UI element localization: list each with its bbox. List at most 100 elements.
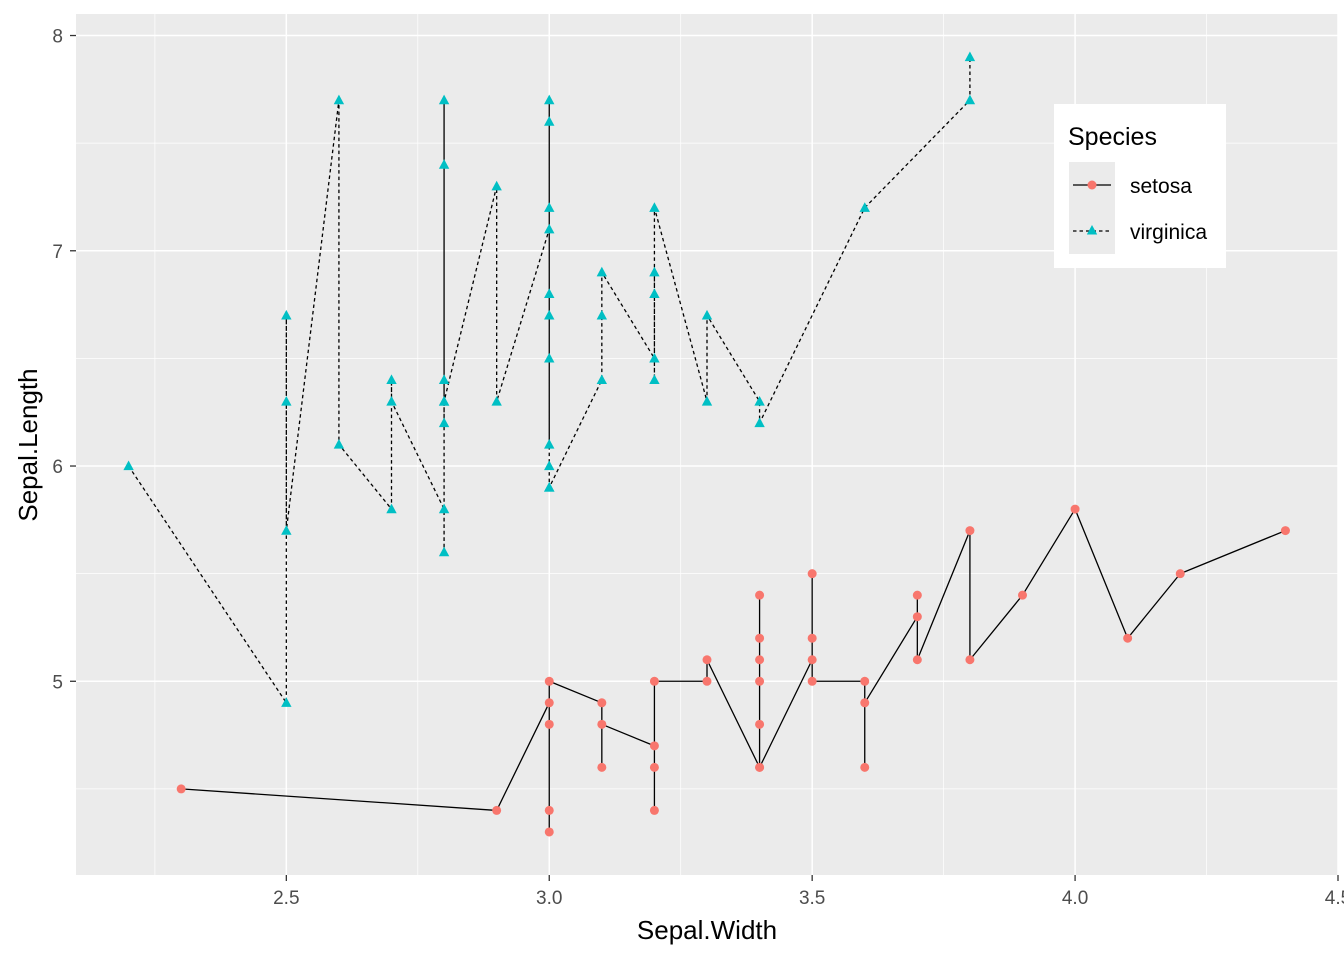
x-tick-label: 3.5 <box>799 888 825 909</box>
point-virginica <box>333 94 345 105</box>
point-setosa <box>176 784 186 794</box>
legend-marker-virginica <box>1086 225 1098 235</box>
point-virginica <box>544 202 555 212</box>
point-virginica <box>859 202 870 212</box>
point-virginica <box>438 159 450 169</box>
y-tick-label: 6 <box>52 457 63 478</box>
point-virginica <box>754 395 765 406</box>
point-setosa <box>544 827 554 837</box>
point-virginica <box>333 439 345 449</box>
point-virginica <box>544 352 555 363</box>
y-tick-label: 7 <box>52 242 63 263</box>
point-setosa <box>544 719 554 729</box>
point-virginica <box>544 439 555 449</box>
point-setosa <box>597 698 607 708</box>
point-setosa <box>649 805 659 815</box>
point-virginica <box>386 395 397 406</box>
point-virginica <box>544 288 555 298</box>
point-setosa <box>702 655 712 665</box>
point-setosa <box>965 526 975 536</box>
point-virginica <box>386 503 397 514</box>
point-virginica <box>281 525 292 535</box>
point-setosa <box>860 762 870 772</box>
point-virginica <box>596 266 608 277</box>
point-setosa <box>702 676 712 686</box>
point-setosa <box>597 719 607 729</box>
point-setosa <box>965 655 975 665</box>
point-virginica <box>281 697 292 707</box>
legend-label-virginica: virginica <box>1130 221 1207 244</box>
point-setosa <box>912 655 922 665</box>
point-setosa <box>544 805 554 815</box>
x-tick-label: 4.5 <box>1325 888 1344 909</box>
point-setosa <box>807 676 817 686</box>
point-setosa <box>492 805 502 815</box>
point-virginica <box>544 482 555 492</box>
point-virginica <box>649 202 660 212</box>
point-setosa <box>860 676 870 686</box>
point-setosa <box>755 676 765 686</box>
x-tick-label: 2.5 <box>273 888 299 909</box>
point-virginica <box>438 374 450 385</box>
point-virginica <box>649 288 660 298</box>
point-virginica <box>438 546 450 557</box>
x-tick-label: 4.0 <box>1062 888 1088 909</box>
point-setosa <box>860 698 870 708</box>
point-setosa <box>807 655 817 665</box>
point-virginica <box>701 309 713 320</box>
legend-title: Species <box>1068 123 1157 151</box>
point-virginica <box>438 395 450 406</box>
point-setosa <box>597 762 607 772</box>
point-setosa <box>755 655 765 665</box>
point-virginica <box>701 395 713 406</box>
point-virginica <box>438 417 450 428</box>
y-axis: 5 6 7 8 <box>52 27 76 693</box>
point-virginica <box>544 309 555 320</box>
point-setosa <box>1280 526 1290 536</box>
point-setosa <box>807 569 817 579</box>
point-setosa <box>649 762 659 772</box>
legend-label-setosa: setosa <box>1130 175 1192 198</box>
point-virginica <box>386 374 397 385</box>
point-virginica <box>964 51 976 62</box>
point-setosa <box>544 698 554 708</box>
point-virginica <box>438 94 450 105</box>
y-tick-label: 5 <box>52 672 63 693</box>
series-layer <box>123 51 1290 837</box>
legend: Species setosa virginica <box>1054 104 1226 268</box>
point-setosa <box>755 590 765 600</box>
point-virginica <box>438 503 450 514</box>
point-setosa <box>544 676 554 686</box>
point-virginica <box>596 309 608 320</box>
x-tick-label: 3.0 <box>536 888 562 909</box>
point-setosa <box>1018 590 1027 600</box>
point-setosa <box>912 612 922 622</box>
point-virginica <box>754 417 765 428</box>
y-axis-title: Sepal.Length <box>13 368 43 521</box>
y-tick-label: 8 <box>52 27 63 48</box>
point-virginica <box>281 395 292 406</box>
point-virginica <box>544 223 555 234</box>
point-setosa <box>649 676 659 686</box>
point-setosa <box>912 590 922 600</box>
point-virginica <box>491 180 502 191</box>
point-virginica <box>544 460 555 471</box>
point-setosa <box>1123 633 1133 643</box>
x-axis: 2.5 3.0 3.5 4.0 4.5 <box>273 875 1344 909</box>
point-setosa <box>755 633 765 643</box>
point-setosa <box>1175 569 1185 579</box>
point-virginica <box>649 352 660 363</box>
x-axis-title: Sepal.Width <box>637 915 777 945</box>
point-virginica <box>491 395 502 406</box>
point-virginica <box>964 94 976 105</box>
point-setosa <box>1070 504 1080 514</box>
point-setosa <box>807 633 817 643</box>
point-virginica <box>544 116 555 126</box>
point-virginica <box>596 374 608 385</box>
point-setosa <box>649 741 659 751</box>
point-virginica <box>649 374 660 385</box>
point-setosa <box>755 762 765 772</box>
legend-marker-setosa <box>1087 180 1097 190</box>
point-virginica <box>649 266 660 277</box>
